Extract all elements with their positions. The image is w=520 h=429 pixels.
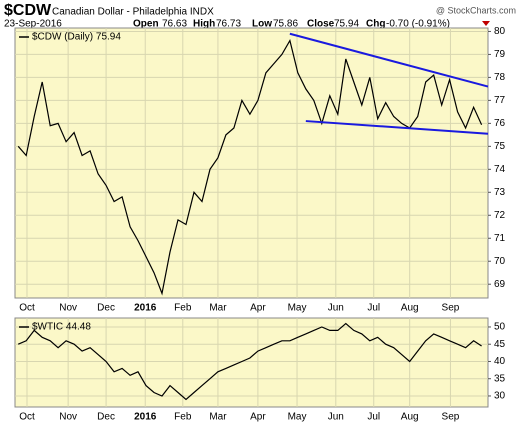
quote-value: 75.86	[273, 19, 298, 30]
x-tick-label: Jun	[328, 412, 344, 423]
x-tick-label: Oct	[19, 412, 35, 423]
y-tick-label: 40	[494, 356, 506, 367]
quote-value: 76.73	[216, 19, 241, 30]
x-tick-label: Sep	[442, 303, 460, 314]
symbol: $CDW	[4, 2, 52, 19]
quote-date: 23-Sep-2016	[4, 19, 62, 30]
y-tick-label: 80	[494, 26, 506, 37]
y-tick-label: 75	[494, 141, 506, 152]
x-tick-label: Feb	[174, 303, 192, 314]
y-tick-label: 45	[494, 339, 506, 350]
x-tick-label: Dec	[97, 303, 115, 314]
x-tick-label: May	[288, 412, 307, 423]
x-tick-label: Apr	[250, 303, 266, 314]
x-tick-label: 2016	[134, 303, 157, 314]
x-tick-label: Aug	[401, 303, 419, 314]
x-tick-label: May	[288, 303, 307, 314]
x-tick-label: Nov	[59, 412, 77, 423]
y-tick-label: 73	[494, 187, 506, 198]
source: @ StockCharts.com	[436, 5, 516, 15]
x-tick-label: Jul	[367, 303, 380, 314]
y-tick-label: 76	[494, 118, 506, 129]
x-tick-label: Mar	[209, 303, 227, 314]
quote-label: High	[193, 19, 215, 30]
y-tick-label: 74	[494, 164, 506, 175]
x-tick-label: Jun	[328, 303, 344, 314]
x-tick-label: Sep	[442, 412, 460, 423]
legend-label: $WTIC 44.48	[32, 322, 91, 333]
x-tick-label: Nov	[59, 303, 77, 314]
y-tick-label: 72	[494, 210, 506, 221]
x-tick-label: Jul	[367, 412, 380, 423]
legend-label: $CDW (Daily) 75.94	[32, 32, 121, 43]
trendline	[289, 32, 489, 88]
y-tick-label: 69	[494, 279, 506, 290]
x-tick-label: Oct	[19, 303, 35, 314]
price-line	[17, 322, 482, 401]
quote-label: Close	[307, 19, 335, 30]
quote-label: Low	[252, 19, 272, 30]
price-line	[17, 39, 483, 296]
x-tick-label: Dec	[97, 412, 115, 423]
x-tick-label: 2016	[134, 412, 157, 423]
quote-value: -0.70 (-0.91%)	[386, 19, 450, 30]
quote-label: Open	[133, 19, 159, 30]
x-tick-label: Aug	[401, 412, 419, 423]
quote-value: 75.94	[334, 19, 359, 30]
x-tick-label: Feb	[174, 412, 192, 423]
y-tick-label: 50	[494, 322, 506, 333]
instrument-name: Canadian Dollar - Philadelphia INDX	[52, 7, 214, 18]
x-tick-label: Apr	[250, 412, 266, 423]
y-tick-label: 30	[494, 391, 506, 402]
quote-label: Chg	[366, 19, 385, 30]
x-tick-label: Mar	[209, 412, 227, 423]
plot-area	[14, 317, 489, 408]
y-tick-label: 79	[494, 49, 506, 60]
trendline	[305, 120, 489, 135]
quote-value: 76.63	[162, 19, 187, 30]
down-indicator	[482, 21, 490, 26]
y-tick-label: 78	[494, 72, 506, 83]
y-tick-label: 70	[494, 256, 506, 267]
y-tick-label: 77	[494, 95, 506, 106]
y-tick-label: 71	[494, 233, 506, 244]
y-tick-label: 35	[494, 373, 506, 384]
